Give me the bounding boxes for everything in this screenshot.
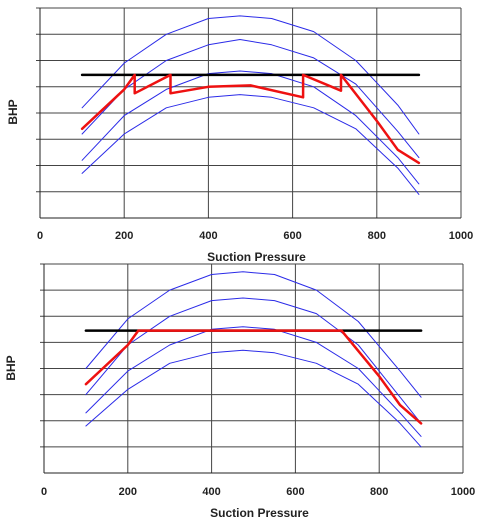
x-tick-label: 0: [37, 230, 43, 242]
x-axis-title: Suction Pressure: [207, 250, 306, 262]
x-tick-label: 200: [119, 486, 137, 498]
series-curve-0: [85, 271, 422, 398]
y-axis-title: BHP: [6, 99, 20, 124]
chart-bottom-svg: 0 200 400 600 800 1000 Suction Pressure BHP: [4, 263, 475, 520]
chart-top: 0 200 400 600 800 1000 Suction Pressure BHP: [6, 7, 473, 262]
x-tick-label: 800: [370, 486, 388, 498]
series-curve-0: [81, 15, 420, 135]
x-axis-title: Suction Pressure: [210, 506, 309, 520]
x-tick-label: 1000: [451, 486, 475, 498]
series-operating-5: [84, 329, 423, 425]
series-curve-3: [81, 94, 420, 195]
series-curve-3: [85, 349, 422, 448]
x-tick-label: 400: [202, 486, 220, 498]
chart-bottom: 0 200 400 600 800 1000 Suction Pressure BHP: [0, 262, 477, 522]
x-tick-label: 600: [283, 230, 301, 242]
chart-top-svg: 0 200 400 600 800 1000 Suction Pressure BHP: [6, 7, 473, 262]
x-tick-label: 0: [41, 486, 47, 498]
x-tick-label: 1000: [449, 230, 473, 242]
series-curve-2: [81, 70, 420, 185]
x-tick-label: 800: [368, 230, 386, 242]
series-curve-2: [85, 326, 422, 437]
series-curve-1: [85, 297, 422, 424]
x-tick-label: 600: [286, 486, 304, 498]
x-tick-label: 400: [199, 230, 217, 242]
x-tick-label: 200: [115, 230, 133, 242]
series-operating-5: [80, 73, 421, 165]
y-axis-title: BHP: [4, 355, 18, 380]
